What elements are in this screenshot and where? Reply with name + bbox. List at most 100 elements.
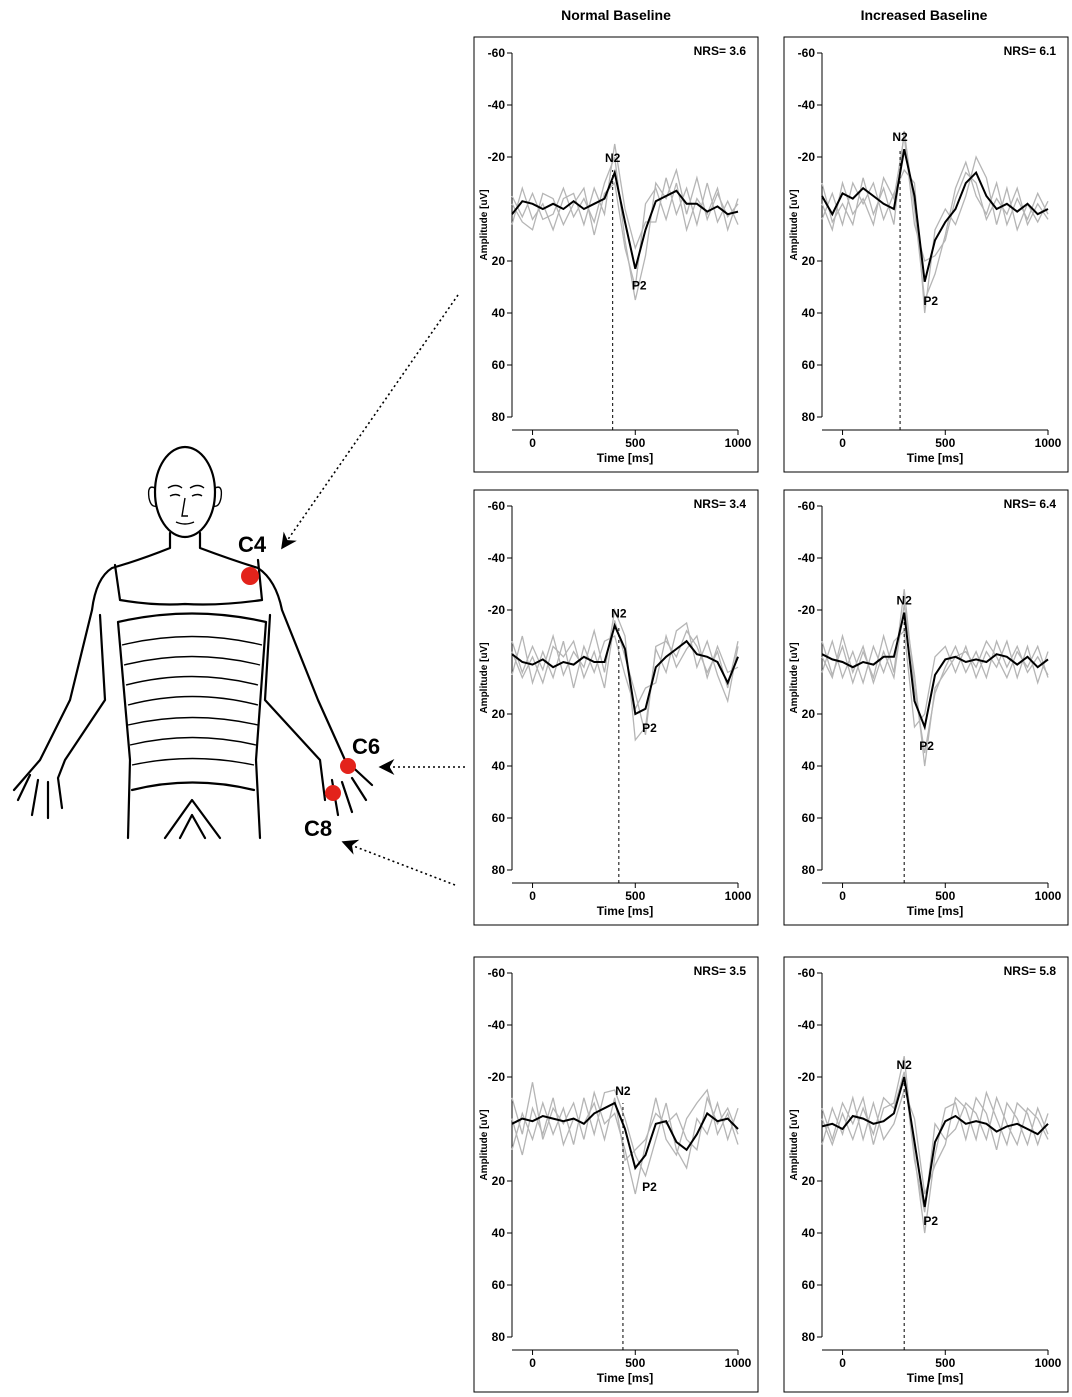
dermatome-label: C6 [352, 734, 380, 759]
y-tick-label: 40 [802, 306, 816, 320]
panel-frame [784, 957, 1068, 1392]
y-tick-label: 40 [492, 306, 506, 320]
peak-label: P2 [923, 294, 938, 308]
y-tick-label: -60 [488, 46, 506, 60]
page: {"columns": ["Normal Baseline", "Increas… [0, 0, 1072, 1397]
peak-label: P2 [642, 1180, 657, 1194]
trace [822, 1077, 1048, 1207]
peak-label: N2 [897, 1058, 913, 1072]
y-tick-label: 80 [492, 863, 506, 877]
y-tick-label: 40 [802, 759, 816, 773]
y-tick-label: -20 [488, 1070, 506, 1084]
x-tick-label: 1000 [1035, 889, 1062, 903]
column-header: Increased Baseline [861, 7, 988, 23]
trace [822, 589, 1048, 753]
y-tick-label: 20 [492, 1174, 506, 1188]
peak-label: N2 [892, 130, 908, 144]
x-tick-label: 500 [935, 436, 955, 450]
y-tick-label: -60 [798, 46, 816, 60]
panel-frame [474, 490, 758, 925]
y-tick-label: -60 [798, 499, 816, 513]
y-tick-label: 20 [492, 707, 506, 721]
trace [512, 157, 738, 300]
peak-label: N2 [605, 151, 621, 165]
x-tick-label: 1000 [725, 889, 752, 903]
nrs-label: NRS= 6.1 [1004, 44, 1057, 58]
x-tick-label: 500 [935, 889, 955, 903]
y-tick-label: -20 [798, 150, 816, 164]
x-tick-label: 500 [625, 436, 645, 450]
x-axis-label: Time [ms] [907, 1371, 963, 1385]
y-axis-label: Amplitude [uV] [789, 1109, 800, 1180]
trace [512, 144, 738, 248]
peak-label: P2 [923, 1214, 938, 1228]
nrs-label: NRS= 3.6 [694, 44, 747, 58]
y-tick-label: 20 [492, 254, 506, 268]
x-axis-label: Time [ms] [907, 904, 963, 918]
y-tick-label: -40 [488, 1018, 506, 1032]
y-tick-label: 80 [802, 863, 816, 877]
x-tick-label: 1000 [1035, 436, 1062, 450]
trace [822, 157, 1048, 313]
y-tick-label: -40 [798, 98, 816, 112]
x-tick-label: 0 [839, 436, 846, 450]
y-tick-label: 80 [802, 1330, 816, 1344]
y-tick-label: -20 [488, 603, 506, 617]
y-tick-label: 40 [802, 1226, 816, 1240]
peak-label: N2 [611, 607, 627, 621]
chart: -60-40-202040608005001000Time [ms]Amplit… [784, 957, 1068, 1392]
y-axis-label: Amplitude [uV] [479, 642, 490, 713]
nrs-label: NRS= 5.8 [1004, 964, 1057, 978]
peak-label: N2 [897, 594, 913, 608]
panel-frame [784, 37, 1068, 472]
y-tick-label: -60 [798, 966, 816, 980]
y-tick-label: 40 [492, 759, 506, 773]
y-tick-label: 60 [802, 811, 816, 825]
x-tick-label: 500 [935, 1356, 955, 1370]
panel-frame [474, 957, 758, 1392]
y-tick-label: 80 [802, 410, 816, 424]
y-axis-label: Amplitude [uV] [479, 189, 490, 260]
y-axis-label: Amplitude [uV] [479, 1109, 490, 1180]
x-tick-label: 500 [625, 1356, 645, 1370]
nrs-label: NRS= 6.4 [1004, 497, 1057, 511]
x-tick-label: 0 [839, 1356, 846, 1370]
trace [822, 613, 1048, 727]
peak-label: N2 [615, 1084, 631, 1098]
column-header: Normal Baseline [561, 7, 671, 23]
y-tick-label: -20 [798, 1070, 816, 1084]
y-tick-label: -20 [488, 150, 506, 164]
y-tick-label: -60 [488, 499, 506, 513]
x-tick-label: 0 [529, 1356, 536, 1370]
panel-frame [474, 37, 758, 472]
y-tick-label: 40 [492, 1226, 506, 1240]
y-tick-label: -40 [798, 1018, 816, 1032]
y-tick-label: -40 [488, 98, 506, 112]
y-tick-label: 20 [802, 1174, 816, 1188]
x-tick-label: 0 [529, 889, 536, 903]
y-axis-label: Amplitude [uV] [789, 189, 800, 260]
y-tick-label: 60 [492, 1278, 506, 1292]
trace [512, 1082, 738, 1194]
y-tick-label: 60 [492, 358, 506, 372]
y-tick-label: -60 [488, 966, 506, 980]
y-tick-label: 60 [802, 1278, 816, 1292]
x-axis-label: Time [ms] [597, 1371, 653, 1385]
y-tick-label: 60 [492, 811, 506, 825]
nrs-label: NRS= 3.5 [694, 964, 747, 978]
chart: -60-40-202040608005001000Time [ms]Amplit… [474, 957, 758, 1392]
figure: Normal Baseline Increased Baseline C4 C6… [0, 0, 1072, 1397]
x-tick-label: 0 [839, 889, 846, 903]
peak-label: P2 [642, 721, 657, 735]
y-tick-label: 80 [492, 1330, 506, 1344]
body-diagram: C4 C6 C8 [14, 295, 465, 885]
trace [512, 173, 738, 269]
y-tick-label: -40 [488, 551, 506, 565]
nrs-label: NRS= 3.4 [694, 497, 747, 511]
peak-label: P2 [632, 278, 647, 292]
y-axis-label: Amplitude [uV] [789, 642, 800, 713]
x-axis-label: Time [ms] [597, 451, 653, 465]
y-tick-label: 20 [802, 254, 816, 268]
